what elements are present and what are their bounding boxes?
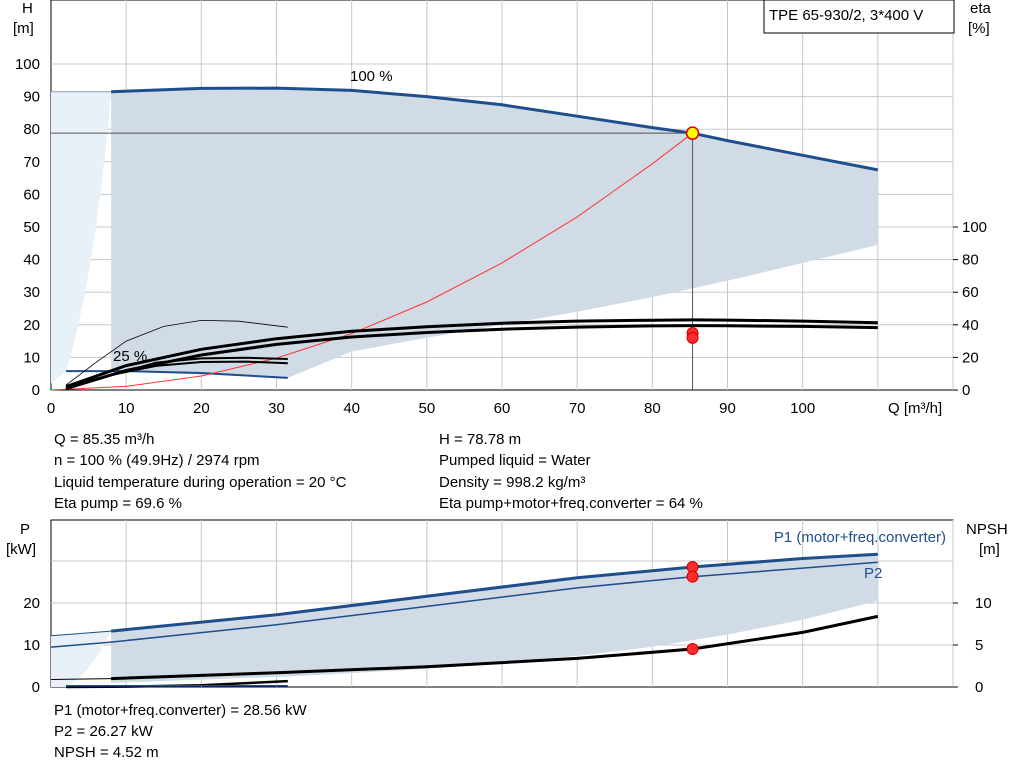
y-tick-label: 40 bbox=[23, 252, 40, 269]
y-tick-label: 80 bbox=[23, 121, 40, 138]
system-curve bbox=[50, 132, 693, 391]
efficiency-curve-eta-25b bbox=[65, 356, 288, 391]
power-tick-label: 0 bbox=[32, 679, 40, 696]
duty-point-marker bbox=[685, 126, 700, 140]
y-tick-label: 30 bbox=[23, 284, 40, 301]
npsh-lead-line bbox=[50, 678, 112, 680]
p1-series-label: P1 (motor+freq.converter) bbox=[774, 529, 946, 546]
info-eta-total: Eta pump+motor+freq.converter = 64 % bbox=[439, 495, 703, 512]
info-head: H = 78.78 m bbox=[439, 431, 522, 448]
operating-area bbox=[111, 88, 878, 378]
x-tick-label: 20 bbox=[193, 400, 210, 417]
power-axis-label: P bbox=[20, 521, 30, 538]
y-tick-label: 90 bbox=[23, 89, 40, 106]
y-tick-label: 50 bbox=[23, 219, 40, 236]
efficiency-curve-eta-lower bbox=[65, 324, 878, 390]
x-tick-label: 70 bbox=[569, 400, 586, 417]
efficiency-curve-eta-25 bbox=[110, 360, 288, 376]
npsh-tick-label: 10 bbox=[975, 595, 992, 612]
npsh-axis-unit: [m] bbox=[979, 541, 1000, 558]
y2-tick-label: 60 bbox=[962, 284, 979, 301]
min-flow-region bbox=[51, 91, 112, 384]
head-curve-25 bbox=[66, 370, 288, 379]
info-eta-pump: Eta pump = 69.6 % bbox=[54, 495, 182, 512]
power-tick-label: 20 bbox=[23, 595, 40, 612]
annotation-100-percent: 100 % bbox=[350, 68, 393, 85]
npsh-tick-label: 0 bbox=[975, 679, 983, 696]
power-duty-marker bbox=[686, 643, 699, 656]
y2-tick-label: 80 bbox=[962, 252, 979, 269]
y-axis-unit: [m] bbox=[13, 20, 34, 37]
x-tick-label: 90 bbox=[719, 400, 736, 417]
y-tick-label: 0 bbox=[32, 382, 40, 399]
x-axis-label: Q [m³/h] bbox=[888, 400, 942, 417]
annotation-25-percent: 25 % bbox=[113, 348, 147, 365]
p2-curve bbox=[50, 561, 878, 648]
x-tick-label: 100 bbox=[790, 400, 815, 417]
y-axis-label: H bbox=[22, 0, 33, 17]
power-duty-marker bbox=[686, 570, 699, 583]
head-curve-100 bbox=[111, 86, 879, 172]
info-liquid-temperature: Liquid temperature during operation = 20… bbox=[54, 474, 347, 491]
info-npsh: NPSH = 4.52 m bbox=[54, 744, 159, 761]
y2-tick-label: 0 bbox=[962, 382, 970, 399]
x-tick-label: 50 bbox=[418, 400, 435, 417]
x-tick-label: 60 bbox=[494, 400, 511, 417]
info-flow: Q = 85.35 m³/h bbox=[54, 431, 155, 448]
info-p2: P2 = 26.27 kW bbox=[54, 723, 153, 740]
efficiency-curve-eta-thin bbox=[65, 319, 288, 386]
info-density: Density = 998.2 kg/m³ bbox=[439, 474, 586, 491]
x-tick-label: 10 bbox=[118, 400, 135, 417]
info-speed: n = 100 % (49.9Hz) / 2974 rpm bbox=[54, 452, 260, 469]
info-p1: P1 (motor+freq.converter) = 28.56 kW bbox=[54, 702, 307, 719]
efficiency-duty-marker bbox=[686, 331, 699, 344]
y-tick-label: 60 bbox=[23, 186, 40, 203]
y-tick-label: 100 bbox=[15, 56, 40, 73]
npsh-axis-label: NPSH bbox=[966, 521, 1008, 538]
y2-axis-unit: [%] bbox=[968, 20, 990, 37]
x-tick-label: 40 bbox=[343, 400, 360, 417]
p2-series-label: P2 bbox=[864, 565, 882, 582]
efficiency-curve-eta-upper bbox=[65, 318, 878, 389]
y-tick-label: 10 bbox=[23, 349, 40, 366]
x-tick-label: 0 bbox=[47, 400, 55, 417]
y2-axis-label: eta bbox=[970, 0, 992, 17]
chart-title: TPE 65-930/2, 3*400 V bbox=[769, 7, 923, 24]
p1-curve bbox=[110, 552, 878, 633]
x-tick-label: 80 bbox=[644, 400, 661, 417]
y2-tick-label: 20 bbox=[962, 349, 979, 366]
power-operating-area bbox=[111, 554, 878, 683]
y2-tick-label: 40 bbox=[962, 317, 979, 334]
y2-tick-label: 100 bbox=[962, 219, 987, 236]
x-tick-label: 30 bbox=[268, 400, 285, 417]
y-tick-label: 70 bbox=[23, 154, 40, 171]
info-pumped-liquid: Pumped liquid = Water bbox=[439, 452, 591, 469]
title-box bbox=[763, 0, 955, 34]
p1-lead-line bbox=[50, 630, 112, 637]
npsh-curve bbox=[111, 614, 879, 681]
power-tick-label: 10 bbox=[23, 637, 40, 654]
y-tick-label: 20 bbox=[23, 317, 40, 334]
npsh-tick-label: 5 bbox=[975, 637, 983, 654]
power-axis-unit: [kW] bbox=[6, 541, 36, 558]
